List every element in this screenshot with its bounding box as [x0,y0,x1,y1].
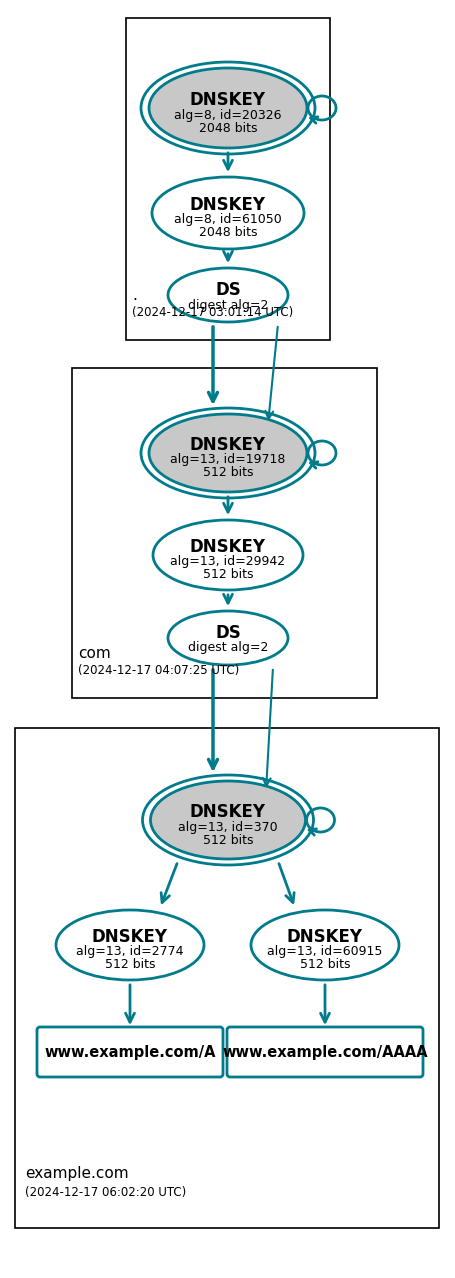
FancyBboxPatch shape [37,1028,222,1077]
Text: 2048 bits: 2048 bits [198,226,257,239]
Ellipse shape [149,414,306,492]
Text: 512 bits: 512 bits [299,958,349,971]
Ellipse shape [56,910,203,980]
Text: digest alg=2: digest alg=2 [187,299,268,312]
Bar [15,728,438,1228]
Text: 512 bits: 512 bits [202,466,253,479]
Ellipse shape [167,268,288,322]
Text: com: com [78,645,111,661]
Text: www.example.com/A: www.example.com/A [44,1044,215,1059]
Text: alg=13, id=2774: alg=13, id=2774 [76,946,183,958]
Text: alg=13, id=29942: alg=13, id=29942 [170,556,285,569]
Ellipse shape [167,611,288,665]
Text: alg=13, id=370: alg=13, id=370 [178,820,277,833]
Bar [72,368,376,698]
Text: alg=13, id=60915: alg=13, id=60915 [267,946,382,958]
Ellipse shape [149,68,306,148]
Text: alg=8, id=20326: alg=8, id=20326 [174,109,281,121]
Text: 2048 bits: 2048 bits [198,121,257,134]
Text: .: . [131,288,136,303]
Text: DNSKEY: DNSKEY [190,196,265,213]
Text: DNSKEY: DNSKEY [190,538,265,556]
Text: 512 bits: 512 bits [202,569,253,581]
Text: (2024-12-17 06:02:20 UTC): (2024-12-17 06:02:20 UTC) [25,1186,186,1199]
Text: digest alg=2: digest alg=2 [187,642,268,654]
Text: (2024-12-17 03:01:14 UTC): (2024-12-17 03:01:14 UTC) [131,305,293,320]
Text: DS: DS [215,624,240,642]
Text: 512 bits: 512 bits [105,958,155,971]
Ellipse shape [153,520,302,590]
FancyBboxPatch shape [227,1028,422,1077]
Text: 512 bits: 512 bits [202,833,253,846]
Ellipse shape [250,910,398,980]
Text: DNSKEY: DNSKEY [190,803,265,820]
Text: alg=13, id=19718: alg=13, id=19718 [170,454,285,466]
Text: (2024-12-17 04:07:25 UTC): (2024-12-17 04:07:25 UTC) [78,665,239,677]
Text: DNSKEY: DNSKEY [92,928,167,946]
Text: DNSKEY: DNSKEY [190,91,265,109]
Text: example.com: example.com [25,1166,128,1181]
Text: DNSKEY: DNSKEY [286,928,362,946]
Ellipse shape [152,176,303,249]
Text: www.example.com/AAAA: www.example.com/AAAA [222,1044,427,1059]
Text: alg=8, id=61050: alg=8, id=61050 [174,213,281,226]
Ellipse shape [150,781,305,859]
Text: DNSKEY: DNSKEY [190,436,265,454]
Bar [126,18,329,340]
Text: DS: DS [215,281,240,299]
